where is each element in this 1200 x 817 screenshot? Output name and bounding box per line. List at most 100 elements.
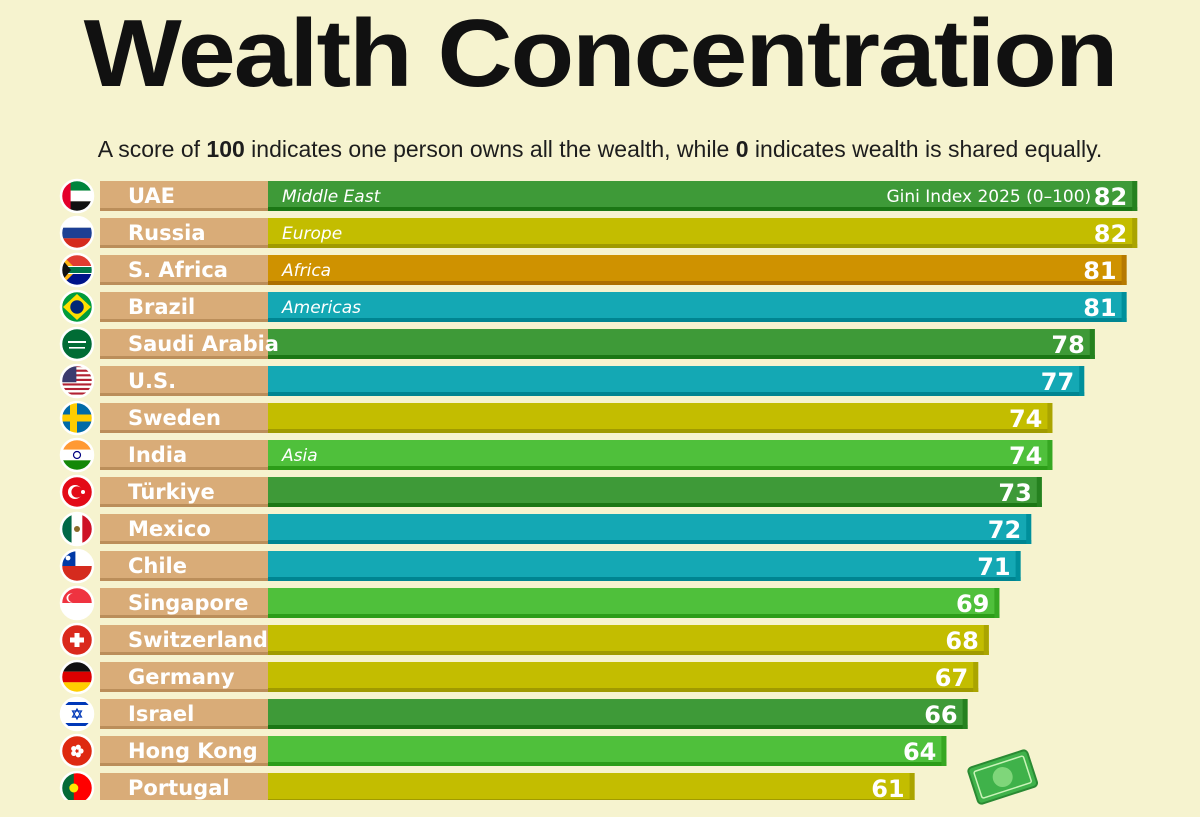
value-label: 69 (956, 590, 989, 618)
value-axis-label: Gini Index 2025 (0–100) (886, 187, 1091, 207)
value-label: 82 (1094, 220, 1127, 248)
country-label-tab (100, 625, 268, 655)
value-label: 81 (1083, 294, 1116, 322)
country-label: U.S. (128, 369, 176, 393)
country-label: Mexico (128, 517, 211, 541)
bar-row: Mexico 72 (59, 511, 1032, 547)
chart-subtitle: A score of 100 indicates one person owns… (97, 136, 1103, 162)
country-label: Russia (128, 221, 206, 245)
bar-row: Chile 71 (59, 548, 1021, 584)
mexico-flag-icon (59, 511, 95, 547)
country-label-tab (100, 551, 268, 581)
bar-row: Türkiye 73 (59, 474, 1042, 510)
bar-row: Singapore 69 (59, 585, 1000, 621)
us-flag-icon (59, 363, 95, 399)
uae-flag-icon (59, 178, 95, 214)
chile-flag-icon (59, 548, 95, 584)
country-label: Brazil (128, 295, 195, 319)
hong-kong-flag-icon (59, 733, 95, 769)
country-label-tab (100, 218, 268, 248)
value-label: 74 (1009, 442, 1042, 470)
india-flag-icon (59, 437, 95, 473)
chart-title: Wealth Concentration (83, 0, 1119, 108)
country-label: Chile (128, 554, 187, 578)
bar-switzerland (268, 625, 989, 655)
value-label: 66 (924, 701, 957, 729)
bar-row: India Asia 74 (59, 437, 1053, 473)
country-label: Germany (128, 665, 235, 689)
country-label: Portugal (128, 776, 230, 800)
country-label-tab (100, 366, 268, 396)
south-africa-flag-icon (59, 252, 95, 288)
bar-row: Brazil Americas 81 (59, 289, 1127, 325)
country-label: Singapore (128, 591, 249, 615)
bar-portugal (268, 773, 915, 800)
portugal-flag-icon (59, 770, 95, 800)
country-label: UAE (128, 184, 175, 208)
value-label: 71 (977, 553, 1010, 581)
bar-brazil (268, 292, 1127, 322)
bar-row: U.S. 77 (59, 363, 1085, 399)
bar-saudi-arabia (268, 329, 1095, 359)
region-label: Middle East (282, 187, 382, 207)
country-label-tab (100, 588, 268, 618)
country-label-tab (100, 699, 268, 729)
bar-row: Hong Kong 64 (59, 733, 947, 769)
bar-uae (268, 181, 1138, 211)
value-label: 78 (1051, 331, 1084, 359)
value-label: 81 (1083, 257, 1116, 285)
country-label-tab (100, 477, 268, 507)
russia-flag-icon (59, 215, 95, 251)
value-label: 82 (1094, 183, 1127, 211)
bar-row: Russia Europe 82 (59, 215, 1138, 251)
value-label: 74 (1009, 405, 1042, 433)
bar-s-africa (268, 255, 1127, 285)
country-label: Hong Kong (128, 739, 258, 763)
bar-india (268, 440, 1053, 470)
bar-row: Portugal 61 (59, 770, 915, 800)
country-label-tab (100, 662, 268, 692)
country-label: Switzerland (128, 628, 268, 652)
israel-flag-icon (59, 696, 95, 732)
value-label: 68 (945, 627, 978, 655)
country-label: India (128, 443, 187, 467)
saudi-arabia-flag-icon (59, 326, 95, 362)
bar-germany (268, 662, 979, 692)
region-label: Americas (281, 298, 361, 318)
region-label: Asia (281, 446, 318, 466)
country-label-tab (100, 403, 268, 433)
bar-row: Switzerland 68 (59, 622, 989, 658)
country-label-tab (100, 514, 268, 544)
country-label: Türkiye (128, 480, 215, 504)
bar-israel (268, 699, 968, 729)
region-label: Europe (282, 224, 342, 244)
value-label: 77 (1041, 368, 1074, 396)
switzerland-flag-icon (59, 622, 95, 658)
value-label: 61 (871, 775, 904, 800)
bar-sweden (268, 403, 1053, 433)
singapore-flag-icon (59, 585, 95, 621)
bar-hong-kong (268, 736, 947, 766)
country-label-tab (100, 329, 268, 359)
country-label: S. Africa (128, 258, 228, 282)
country-label-tab (100, 773, 268, 800)
value-label: 64 (903, 738, 936, 766)
bar-row: Israel 66 (59, 696, 968, 732)
money-bill-icon (967, 749, 1039, 805)
bar-row: Sweden 74 (59, 400, 1053, 436)
region-label: Africa (281, 261, 331, 281)
country-label: Saudi Arabia (128, 332, 279, 356)
germany-flag-icon (59, 659, 95, 695)
sweden-flag-icon (59, 400, 95, 436)
bar-u-s- (268, 366, 1085, 396)
value-label: 73 (998, 479, 1031, 507)
turkiye-flag-icon (59, 474, 95, 510)
brazil-flag-icon (59, 289, 95, 325)
value-label: 72 (988, 516, 1021, 544)
bar-row: Germany 67 (59, 659, 979, 695)
value-label: 67 (935, 664, 968, 692)
country-label-tab (100, 440, 268, 470)
bar-t-rkiye (268, 477, 1042, 507)
